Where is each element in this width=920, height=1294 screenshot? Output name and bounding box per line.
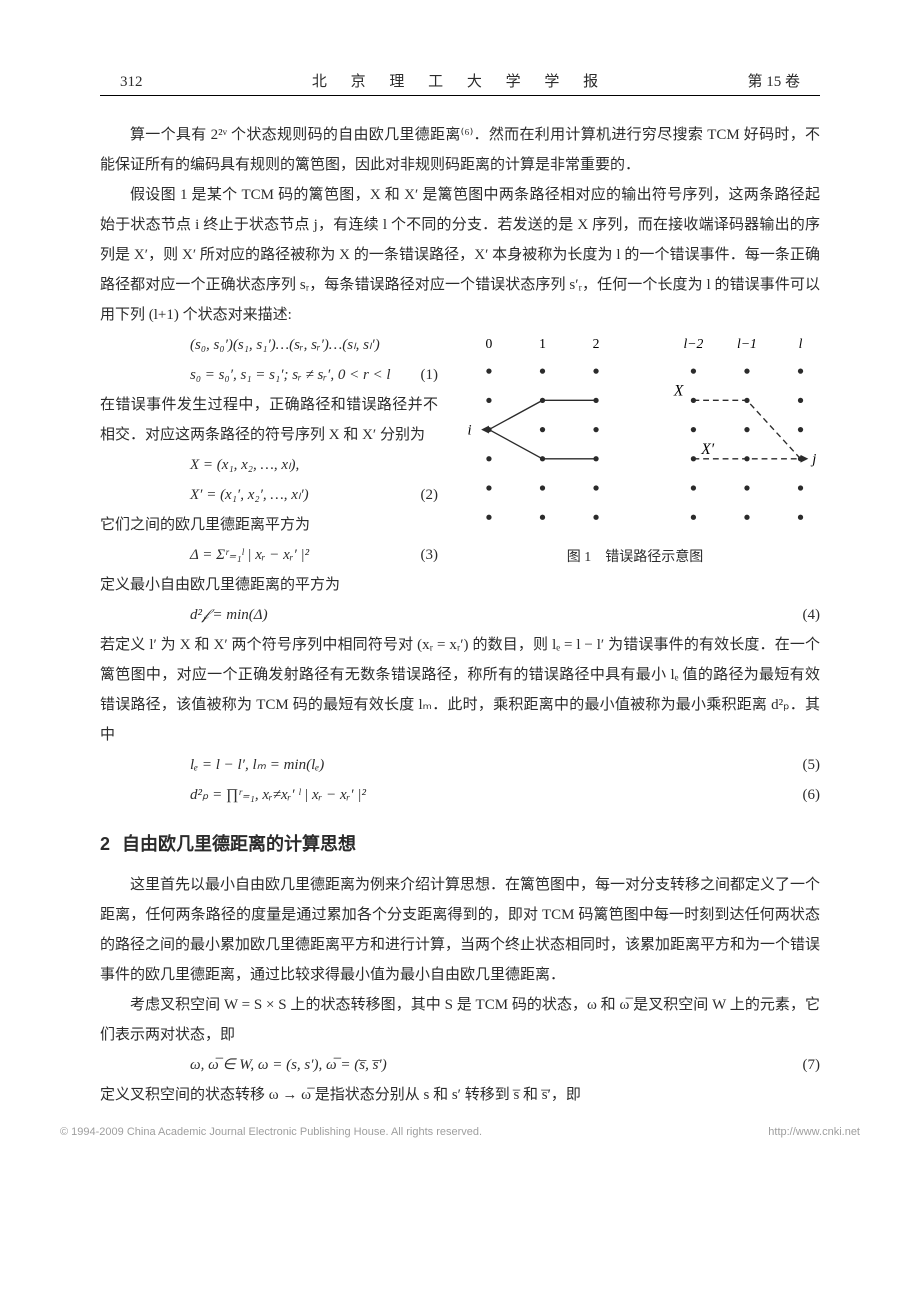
equation-7-number: (7) <box>803 1050 821 1080</box>
equation-4: d²𝒻 = min(Δ) (4) <box>100 600 820 630</box>
equation-3-text: Δ = Σʳ₌₁ˡ | xᵣ − xᵣ′ |² <box>100 540 309 570</box>
equation-2-number: (2) <box>421 480 439 510</box>
equation-5-text: lₑ = l − l′, lₘ = min(lₑ) <box>100 750 324 780</box>
path-x-left <box>489 400 596 429</box>
equation-5: lₑ = l − l′, lₘ = min(lₑ) (5) <box>100 750 820 780</box>
fig-col-label-0: 0 <box>486 336 493 351</box>
end-arrow-icon <box>801 455 809 463</box>
paragraph-2: 假设图 1 是某个 TCM 码的篱笆图，X 和 X′ 是篱笆图中两条路径相对应的… <box>100 180 820 330</box>
equation-6-text: d²ₚ = ∏ʳ₌₁, xᵣ≠xᵣ′ ˡ | xᵣ − xᵣ′ |² <box>100 780 366 810</box>
figure-1: 0 1 2 l−2 l−1 l <box>450 330 820 566</box>
fig-path-label-x: X <box>673 383 684 400</box>
fig-path-label-xprime: X′ <box>700 441 715 458</box>
header-page-number: 312 <box>120 74 290 91</box>
equation-6: d²ₚ = ∏ʳ₌₁, xᵣ≠xᵣ′ ˡ | xᵣ − xᵣ′ |² (6) <box>100 780 820 810</box>
equation-1b-text: s₀ = s₀′, s₁ = s₁′; sᵣ ≠ sᵣ′, 0 < r < l <box>100 360 391 390</box>
equation-3: Δ = Σʳ₌₁ˡ | xᵣ − xᵣ′ |² (3) <box>100 540 438 570</box>
equation-2-line1: X = (x₁, x₂, …, xₗ), <box>100 450 438 480</box>
running-header: 312 北 京 理 工 大 学 学 报 第 15 卷 <box>100 70 820 96</box>
equation-5-number: (5) <box>803 750 821 780</box>
equation-1-number: (1) <box>421 360 439 390</box>
header-journal-title: 北 京 理 工 大 学 学 报 <box>290 70 630 91</box>
eq-left-column: (s₀, s₀′)(s₁, s₁′)…(sᵣ, sᵣ′)…(sₗ, sₗ′) s… <box>100 330 438 570</box>
paragraph-3: 在错误事件发生过程中，正确路径和错误路径并不相交．对应这两条路径的符号序列 X … <box>100 390 438 450</box>
header-volume: 第 15 卷 <box>630 70 800 91</box>
page: 312 北 京 理 工 大 学 学 报 第 15 卷 算一个具有 2²ᵛ 个状态… <box>0 0 920 1150</box>
trellis-diagram-svg: 0 1 2 l−2 l−1 l <box>450 330 820 535</box>
paragraph-9: 定义叉积空间的状态转移 ω → ω̅ 是指状态分别从 s 和 s′ 转移到 s̅… <box>100 1080 820 1110</box>
equation-1-line1: (s₀, s₀′)(s₁, s₁′)…(sᵣ, sᵣ′)…(sₗ, sₗ′) <box>100 330 438 360</box>
page-footer: © 1994-2009 China Academic Journal Elect… <box>0 1126 920 1138</box>
equation-2-line2: X′ = (x₁′, x₂′, …, xₗ′) (2) <box>100 480 438 510</box>
fig-col-label-5: l <box>799 336 803 351</box>
paragraph-4: 它们之间的欧几里德距离平方为 <box>100 510 438 540</box>
path-xprime-left <box>489 430 596 459</box>
section-2-title-text: 自由欧几里德距离的计算思想 <box>122 834 356 854</box>
paragraph-6: 若定义 l′ 为 X 和 X′ 两个符号序列中相同符号对 (xᵣ = xᵣ′) … <box>100 630 820 750</box>
figure-1-caption: 图 1 错误路径示意图 <box>450 546 820 566</box>
start-arrow-icon <box>481 426 489 434</box>
equation-4-text: d²𝒻 = min(Δ) <box>100 600 268 630</box>
equation-7-text: ω, ω̅ ∈ W, ω = (s, s′), ω̅ = (s̅, s̅′) <box>100 1050 387 1080</box>
equation-1-line2: s₀ = s₀′, s₁ = s₁′; sᵣ ≠ sᵣ′, 0 < r < l … <box>100 360 438 390</box>
paragraph-7: 这里首先以最小自由欧几里德距离为例来介绍计算思想．在篱笆图中，每一对分支转移之间… <box>100 870 820 990</box>
footer-copyright: © 1994-2009 China Academic Journal Elect… <box>60 1126 482 1138</box>
equation-6-number: (6) <box>803 780 821 810</box>
trellis-nodes <box>486 369 803 520</box>
equation-2a-text: X = (x₁, x₂, …, xₗ), <box>100 450 299 480</box>
equation-2b-text: X′ = (x₁′, x₂′, …, xₗ′) <box>100 480 309 510</box>
fig-col-label-2: 2 <box>593 336 600 351</box>
paragraph-1: 算一个具有 2²ᵛ 个状态规则码的自由欧几里德距离⁽⁶⁾．然而在利用计算机进行穷… <box>100 120 820 180</box>
footer-url: http://www.cnki.net <box>768 1126 860 1138</box>
fig-node-label-j: j <box>810 452 816 468</box>
equation-7: ω, ω̅ ∈ W, ω = (s, s′), ω̅ = (s̅, s̅′) (… <box>100 1050 820 1080</box>
paragraph-5: 定义最小自由欧几里德距离的平方为 <box>100 570 820 600</box>
eq-figure-block: (s₀, s₀′)(s₁, s₁′)…(sᵣ, sᵣ′)…(sₗ, sₗ′) s… <box>100 330 820 570</box>
fig-col-label-3: l−2 <box>684 336 704 351</box>
fig-col-label-4: l−1 <box>737 336 757 351</box>
fig-node-label-i: i <box>468 422 472 438</box>
paragraph-8: 考虑叉积空间 W = S × S 上的状态转移图，其中 S 是 TCM 码的状态… <box>100 990 820 1050</box>
fig-col-label-1: 1 <box>539 336 546 351</box>
equation-4-number: (4) <box>803 600 821 630</box>
section-2-heading: 2 自由欧几里德距离的计算思想 <box>100 830 820 856</box>
equation-1a-text: (s₀, s₀′)(s₁, s₁′)…(sᵣ, sᵣ′)…(sₗ, sₗ′) <box>100 330 380 360</box>
section-2-number: 2 <box>100 834 110 854</box>
equation-3-number: (3) <box>421 540 439 570</box>
